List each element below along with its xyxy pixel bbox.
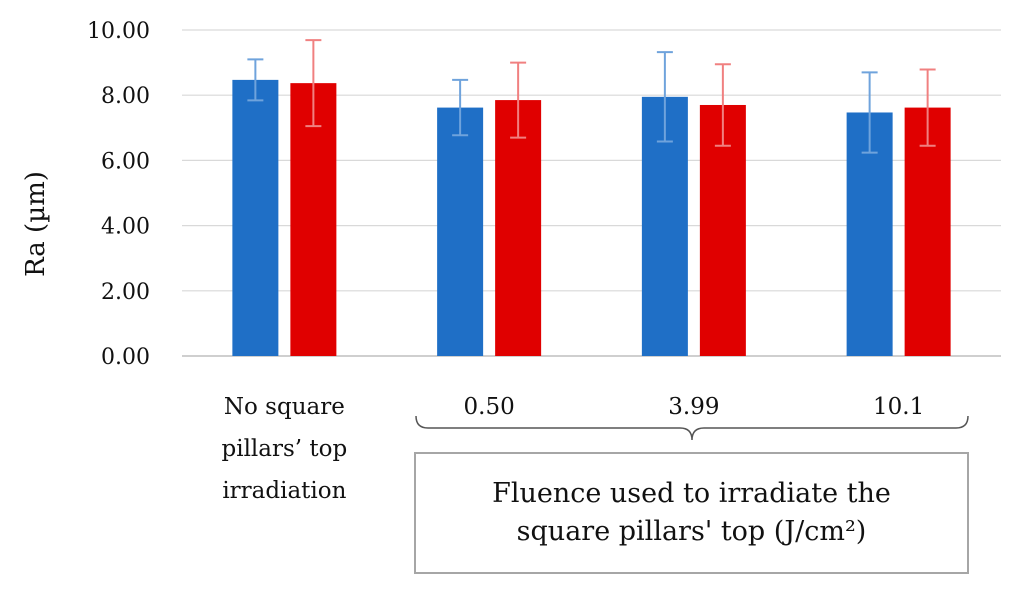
category-label: pillars’ top xyxy=(222,436,348,462)
category-label: No square xyxy=(224,394,345,420)
bar xyxy=(437,107,484,356)
bar xyxy=(495,100,542,356)
y-tick-label: 8.00 xyxy=(101,84,150,109)
bar xyxy=(290,83,337,356)
category-labels: No square pillars’ top irradiation 0.50 3.99… xyxy=(222,394,925,504)
bars xyxy=(232,79,951,357)
category-label: 0.50 xyxy=(464,394,515,420)
caption-line-1: Fluence used to irradiate the xyxy=(492,478,891,509)
category-label: 3.99 xyxy=(668,394,719,420)
y-tick-label: 10.00 xyxy=(87,19,150,44)
caption-line-2: square pillars' top (J/cm²) xyxy=(516,516,867,547)
fluence-group-brace xyxy=(415,415,969,441)
y-tick-label: 2.00 xyxy=(101,280,150,305)
y-axis-title: Ra (µm) xyxy=(21,171,51,277)
category-label: irradiation xyxy=(222,478,346,504)
fluence-caption-box: Fluence used to irradiate the square pil… xyxy=(414,452,969,574)
bar xyxy=(904,107,951,356)
bar xyxy=(699,104,746,356)
category-label: 10.1 xyxy=(873,394,924,420)
y-tick-label: 6.00 xyxy=(101,149,150,174)
y-tick-label: 0.00 xyxy=(101,345,150,370)
error-bars xyxy=(247,39,936,154)
y-tick-label: 4.00 xyxy=(101,215,150,240)
bar xyxy=(232,79,279,357)
y-tick-labels: 0.00 2.00 4.00 6.00 8.00 10.00 xyxy=(87,19,150,370)
